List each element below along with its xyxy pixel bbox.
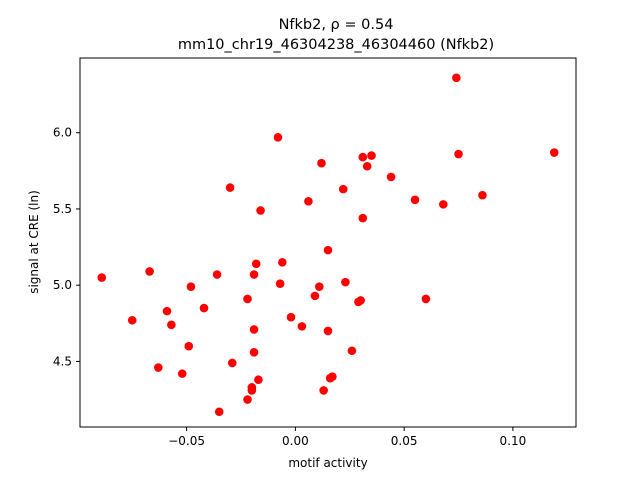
- data-point: [356, 296, 365, 305]
- y-tick-label: 4.5: [53, 354, 72, 368]
- data-point: [362, 161, 372, 171]
- data-point: [454, 149, 463, 159]
- data-point: [341, 277, 350, 287]
- data-point: [358, 213, 368, 223]
- data-point: [386, 172, 396, 182]
- data-point: [186, 282, 196, 292]
- data-point: [97, 273, 107, 282]
- data-points: [97, 73, 559, 417]
- data-point: [249, 347, 259, 357]
- y-tick-label: 5.5: [53, 202, 72, 216]
- data-point: [167, 320, 176, 330]
- data-point: [127, 315, 137, 325]
- data-point: [177, 369, 187, 378]
- data-point: [249, 270, 259, 279]
- data-point: [304, 197, 313, 206]
- data-point: [317, 158, 326, 168]
- data-point: [243, 395, 252, 404]
- data-point: [319, 386, 328, 395]
- data-point: [249, 325, 259, 334]
- data-point: [338, 184, 348, 194]
- data-point: [549, 148, 559, 157]
- x-tick-label: 0.00: [282, 434, 309, 448]
- x-axis-label: motif activity: [288, 456, 367, 470]
- data-point: [275, 279, 285, 288]
- y-tick-label: 5.0: [53, 278, 72, 292]
- data-point: [199, 303, 209, 313]
- chart-title-line1: Nfkb2, ρ = 0.54: [279, 17, 394, 33]
- data-point: [154, 363, 163, 372]
- data-point: [243, 294, 252, 304]
- data-point: [478, 190, 487, 200]
- data-point: [286, 312, 296, 322]
- y-axis-label: signal at CRE (ln): [27, 190, 41, 294]
- data-point: [323, 326, 333, 336]
- data-point: [323, 245, 333, 255]
- data-point: [184, 341, 194, 351]
- data-point: [251, 259, 261, 269]
- y-tick-label: 6.0: [53, 126, 72, 140]
- data-point: [452, 73, 461, 83]
- data-point: [358, 152, 368, 162]
- x-tick-label: 0.10: [500, 434, 527, 448]
- data-point: [227, 358, 237, 368]
- x-tick-label: 0.05: [391, 434, 418, 448]
- data-point: [328, 372, 337, 381]
- data-point: [310, 291, 320, 301]
- data-point: [247, 386, 257, 395]
- data-point: [162, 306, 172, 316]
- axis-ticks: −0.05 0.00 0.05 0.10 4.5 5.0 5.5 6.0: [53, 126, 526, 448]
- data-point: [367, 151, 376, 160]
- data-point: [314, 282, 324, 292]
- x-tick-label: −0.05: [168, 434, 205, 448]
- chart-title-line2: mm10_chr19_46304238_46304460 (Nfkb2): [178, 37, 494, 53]
- data-point: [438, 200, 448, 209]
- data-point: [278, 258, 287, 267]
- data-point: [145, 267, 154, 276]
- data-point: [273, 132, 283, 142]
- data-point: [254, 375, 263, 385]
- data-point: [347, 346, 357, 356]
- data-point: [256, 206, 265, 215]
- data-point: [225, 183, 235, 192]
- data-point: [214, 407, 224, 417]
- data-point: [421, 294, 431, 304]
- data-point: [212, 270, 222, 279]
- plot-frame: [79, 57, 577, 428]
- data-point: [297, 322, 307, 331]
- data-point: [410, 195, 420, 205]
